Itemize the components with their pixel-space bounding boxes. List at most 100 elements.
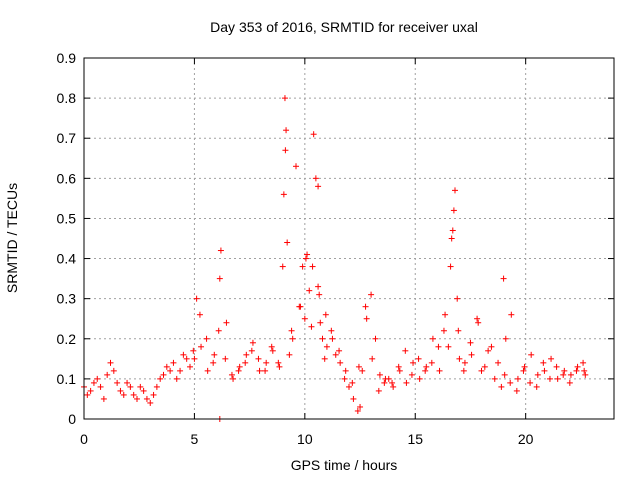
data-points — [81, 95, 589, 422]
data-point — [302, 255, 309, 262]
data-point — [230, 375, 237, 382]
data-point — [84, 391, 91, 398]
x-tick-label: 10 — [297, 431, 313, 447]
data-point — [104, 371, 111, 378]
data-point — [100, 395, 107, 402]
data-point — [120, 391, 127, 398]
data-point — [114, 379, 121, 386]
data-point — [293, 163, 299, 170]
data-point — [319, 335, 326, 342]
data-point — [196, 311, 203, 318]
data-point — [390, 383, 397, 390]
y-tick-label: 0.9 — [57, 50, 77, 66]
data-point — [180, 351, 187, 358]
data-point — [521, 363, 528, 370]
data-point — [359, 367, 366, 374]
data-point — [117, 387, 124, 394]
data-point — [382, 375, 389, 382]
data-point — [90, 379, 97, 386]
data-point — [286, 351, 293, 358]
data-point — [137, 383, 144, 390]
data-point — [223, 319, 230, 326]
data-point — [315, 283, 322, 290]
data-point — [328, 327, 335, 334]
data-point — [514, 375, 521, 382]
data-point — [279, 263, 286, 270]
data-point — [315, 183, 322, 190]
data-point — [442, 311, 449, 318]
data-point — [460, 367, 467, 374]
y-axis-label: SRMTID / TECUs — [4, 183, 20, 293]
data-point — [306, 287, 313, 294]
data-point — [222, 355, 229, 362]
data-point — [461, 359, 468, 366]
data-point — [454, 295, 461, 302]
data-point — [336, 347, 343, 354]
data-point — [308, 323, 315, 330]
data-point — [520, 367, 527, 374]
data-point — [248, 347, 255, 354]
y-tick-label: 0.5 — [57, 210, 77, 226]
data-point — [255, 355, 262, 362]
data-point — [256, 367, 263, 374]
data-point — [323, 343, 330, 350]
data-point — [350, 395, 357, 402]
data-point — [415, 355, 422, 362]
x-axis-label: GPS time / hours — [291, 457, 398, 473]
grid — [84, 58, 614, 419]
data-point — [541, 367, 548, 374]
data-point — [203, 335, 210, 342]
data-point — [449, 227, 456, 234]
data-point — [217, 247, 224, 254]
data-point — [491, 375, 498, 382]
data-point — [312, 175, 319, 182]
data-point — [134, 395, 140, 402]
data-point — [554, 375, 561, 382]
data-point — [170, 359, 177, 366]
data-point — [276, 363, 283, 370]
data-point — [416, 375, 423, 382]
data-point — [317, 319, 324, 326]
data-point — [561, 367, 568, 374]
data-point — [527, 379, 534, 386]
data-point — [262, 367, 269, 374]
data-point — [269, 347, 276, 354]
data-point — [301, 315, 308, 322]
data-point — [150, 391, 157, 398]
data-point — [455, 327, 462, 334]
chart-title: Day 353 of 2016, SRMTID for receiver uxa… — [210, 19, 478, 35]
data-point — [376, 371, 383, 378]
data-point — [573, 367, 580, 374]
x-tick-label: 0 — [80, 431, 88, 447]
data-point — [354, 407, 361, 414]
data-point — [346, 383, 352, 390]
plot-frame — [83, 57, 615, 420]
data-point — [448, 235, 455, 242]
data-point — [396, 367, 403, 374]
data-point — [507, 379, 514, 386]
data-point — [436, 367, 443, 374]
data-point — [147, 399, 154, 406]
data-point — [173, 375, 180, 382]
data-point — [410, 359, 417, 366]
data-point — [540, 359, 547, 366]
data-point — [309, 263, 316, 270]
data-point — [533, 383, 540, 390]
data-point — [242, 359, 249, 366]
data-point — [198, 343, 205, 350]
data-point — [299, 263, 306, 270]
data-point — [210, 359, 217, 366]
y-tick-label: 0.1 — [57, 371, 77, 387]
data-point — [282, 147, 289, 154]
data-point — [304, 251, 311, 258]
data-point — [97, 383, 104, 390]
data-point — [342, 367, 349, 374]
data-point — [107, 359, 114, 366]
data-point — [193, 295, 200, 302]
data-point — [177, 367, 184, 374]
data-point — [283, 127, 290, 134]
data-point — [187, 363, 193, 370]
data-point — [316, 291, 323, 298]
data-point — [467, 339, 474, 346]
